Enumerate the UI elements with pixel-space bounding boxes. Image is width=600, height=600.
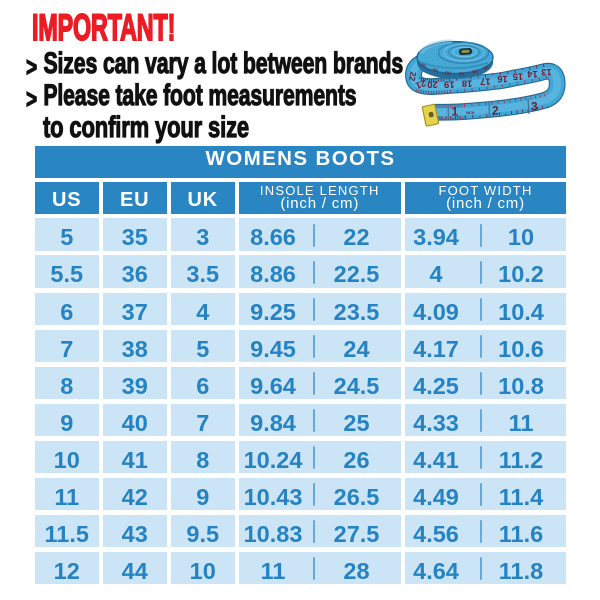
svg-text:3: 3 (531, 100, 538, 114)
svg-text:20: 20 (427, 78, 438, 89)
svg-text:16: 16 (497, 73, 508, 84)
svg-text:18: 18 (462, 78, 473, 89)
svg-text:19: 19 (444, 79, 455, 90)
svg-text:INCH: INCH (466, 111, 475, 115)
svg-text:17: 17 (480, 75, 491, 86)
svg-text:14: 14 (527, 68, 538, 79)
svg-text:1: 1 (452, 105, 459, 119)
svg-text:22: 22 (407, 71, 419, 82)
svg-text:2: 2 (492, 104, 499, 118)
svg-text:21: 21 (414, 78, 427, 91)
svg-text:13: 13 (541, 66, 552, 77)
svg-text:15: 15 (512, 70, 523, 81)
